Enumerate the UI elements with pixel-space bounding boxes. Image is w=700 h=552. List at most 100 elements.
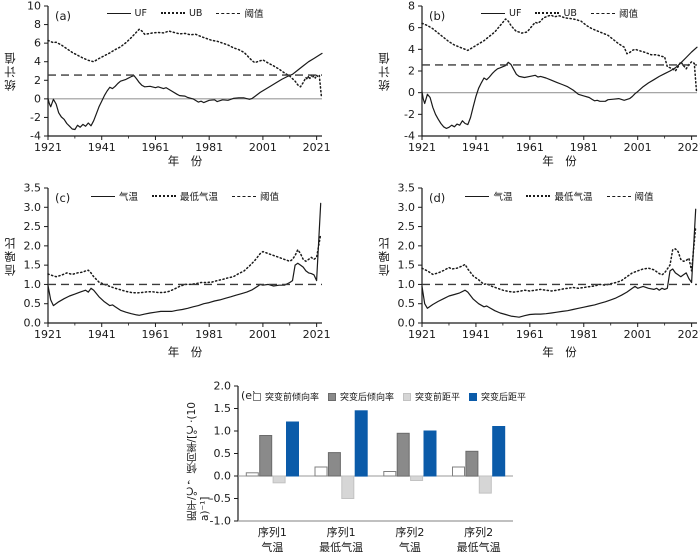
legend-item: 阈值 (216, 6, 263, 20)
line-chart-a: -4 -2 0 2 4 6 8 10 1921 1941 1961 1981 2001 2021 (27, 0, 331, 154)
bar-突变后距平 (354, 410, 368, 477)
legend-label: 突变前倾向率 (265, 393, 320, 403)
legend-line-sample-dashed (216, 12, 241, 14)
y-tick-label: 2 (34, 74, 41, 87)
legend-label: UF (134, 7, 147, 19)
legend-item: 突变后距平 (469, 390, 526, 403)
y-tick-label: 1.0 (214, 425, 232, 438)
y-tick-label: 3.0 (398, 201, 416, 214)
category-label: 序列1 (327, 525, 356, 539)
y-tick-label: -4 (404, 130, 415, 143)
panel-b: (b) 统计值 UF UB 阈值 -4 -2 0 2 4 6 8 1921 1941 1961 1981… (350, 0, 700, 170)
y-tick-label: 6 (34, 37, 41, 50)
legend-label: 最低气温 (554, 192, 593, 203)
legend-item: 阈值 (590, 6, 638, 20)
y-tick-label: 0.0 (24, 317, 42, 330)
bar-突变后倾向率 (465, 450, 479, 477)
x-tick-label: 2001 (624, 328, 652, 341)
legend-item: 阈值 (232, 189, 279, 203)
legend-line-sample-dashed (232, 195, 256, 197)
y-tick-label: 0.0 (398, 317, 416, 330)
y-tick-label: 1.5 (24, 259, 42, 272)
y-tick-label: 0.5 (24, 297, 42, 310)
legend: 气温 最低气温 阈值 (48, 189, 322, 203)
bar-突变前距平 (272, 475, 286, 484)
legend-line-sample-dashed (606, 195, 631, 197)
x-tick-label: 1981 (570, 141, 598, 154)
y-tick-label: 4 (408, 43, 415, 56)
x-tick-label: 1961 (516, 141, 544, 154)
y-tick-label: 0 (34, 92, 41, 105)
x-tick-label: 1981 (570, 328, 598, 341)
x-tick-label: 2001 (249, 328, 277, 341)
y-tick-label: -1.0 (210, 515, 231, 528)
y-tick-label: 10 (27, 0, 41, 13)
legend-line-sample-dotted (151, 195, 176, 197)
bar-突变后距平 (423, 430, 437, 477)
bar-chart-e: -1.0-0.50.00.51.01.52.0序列1气温序列1最低气温序列2气温… (210, 380, 513, 552)
legend-label: 气温 (118, 192, 138, 203)
x-tick-label: 1921 (34, 141, 62, 154)
x-tick-label: 1941 (462, 328, 490, 341)
x-tick-label: 2021 (678, 141, 700, 154)
series-UF-line (421, 46, 698, 129)
panel-a: (a) 统计值 UF UB 阈值 -4 -2 0 2 4 6 8 10 1921 1941 1961 19… (0, 0, 350, 170)
legend-line-sample-dotted (526, 195, 551, 197)
y-tick-label: 2.0 (214, 380, 232, 393)
bar-突变前倾向率 (452, 466, 465, 477)
legend-label: 阈值 (244, 9, 264, 20)
y-tick-label: 6 (408, 21, 415, 34)
legend-swatch (403, 392, 412, 401)
category-label: 序列2 (464, 525, 493, 539)
bar-突变前距平 (410, 475, 424, 481)
y-tick-label: 0.5 (214, 447, 232, 460)
category-label: 最低气温 (319, 540, 363, 552)
x-tick-label: 1981 (195, 141, 223, 154)
y-tick-label: 0.5 (398, 297, 416, 310)
legend-line-sample-dotted (535, 12, 560, 14)
bar-突变后倾向率 (396, 432, 410, 477)
category-label: 序列1 (258, 525, 287, 539)
bar-突变前倾向率 (383, 471, 397, 477)
x-axis-title: 年 份 (167, 345, 203, 359)
legend-label: 阈值 (260, 192, 280, 203)
legend: 气温 最低气温 阈值 (422, 189, 697, 203)
series-气温-line (421, 208, 697, 318)
legend-label: 突变前距平 (415, 393, 461, 403)
category-label: 最低气温 (457, 540, 501, 552)
y-tick-label: 4 (34, 55, 41, 68)
legend-swatch (469, 392, 478, 401)
y-tick-label: 1.0 (398, 278, 416, 291)
y-axis-title: 统计值 (3, 50, 17, 92)
panel-d: (d) 信噪比 气温 最低气温 阈值 0.0 0.5 1.0 1.5 2.0 2.5 3.0 3.… (350, 170, 700, 360)
y-axis-title: 统计值 (377, 50, 391, 92)
y-tick-label: 2.0 (398, 239, 416, 252)
legend-label: 阈值 (618, 9, 638, 20)
panel-e: (e) 距平/℃，倾向率/[℃·(10 a)⁻¹] 突变前倾向率 突变后倾向率 突变… (0, 360, 700, 552)
panel-label-d: (d) (429, 191, 446, 205)
legend-line-sample-solid (481, 12, 506, 14)
legend: 突变前倾向率 突变后倾向率 突变前距平 突变后距平 (253, 390, 543, 403)
bar-突变前距平 (478, 475, 492, 494)
category-label: 序列2 (395, 525, 424, 539)
x-tick-label: 1941 (88, 328, 116, 341)
bar-突变前距平 (341, 475, 355, 499)
legend-line-sample-dashed (590, 12, 615, 14)
legend-label: 突变后距平 (481, 393, 527, 403)
legend-label: 突变后倾向率 (340, 393, 395, 403)
legend-line-sample-solid (465, 195, 490, 197)
legend-item: 气温 (465, 189, 512, 203)
bar-突变后倾向率 (259, 435, 273, 477)
legend-item: 突变前距平 (403, 390, 460, 403)
y-tick-label: 1.5 (214, 402, 232, 415)
series-最低气温-line (421, 225, 697, 293)
legend-item: UF (106, 7, 147, 19)
x-tick-label: 2021 (303, 328, 331, 341)
legend-item: 阈值 (606, 189, 654, 203)
x-tick-label: 1981 (195, 328, 223, 341)
legend-item: UB (535, 8, 577, 19)
category-label: 气温 (399, 540, 421, 552)
y-tick-label: 2.5 (398, 220, 416, 233)
y-tick-label: 0.0 (214, 470, 232, 483)
